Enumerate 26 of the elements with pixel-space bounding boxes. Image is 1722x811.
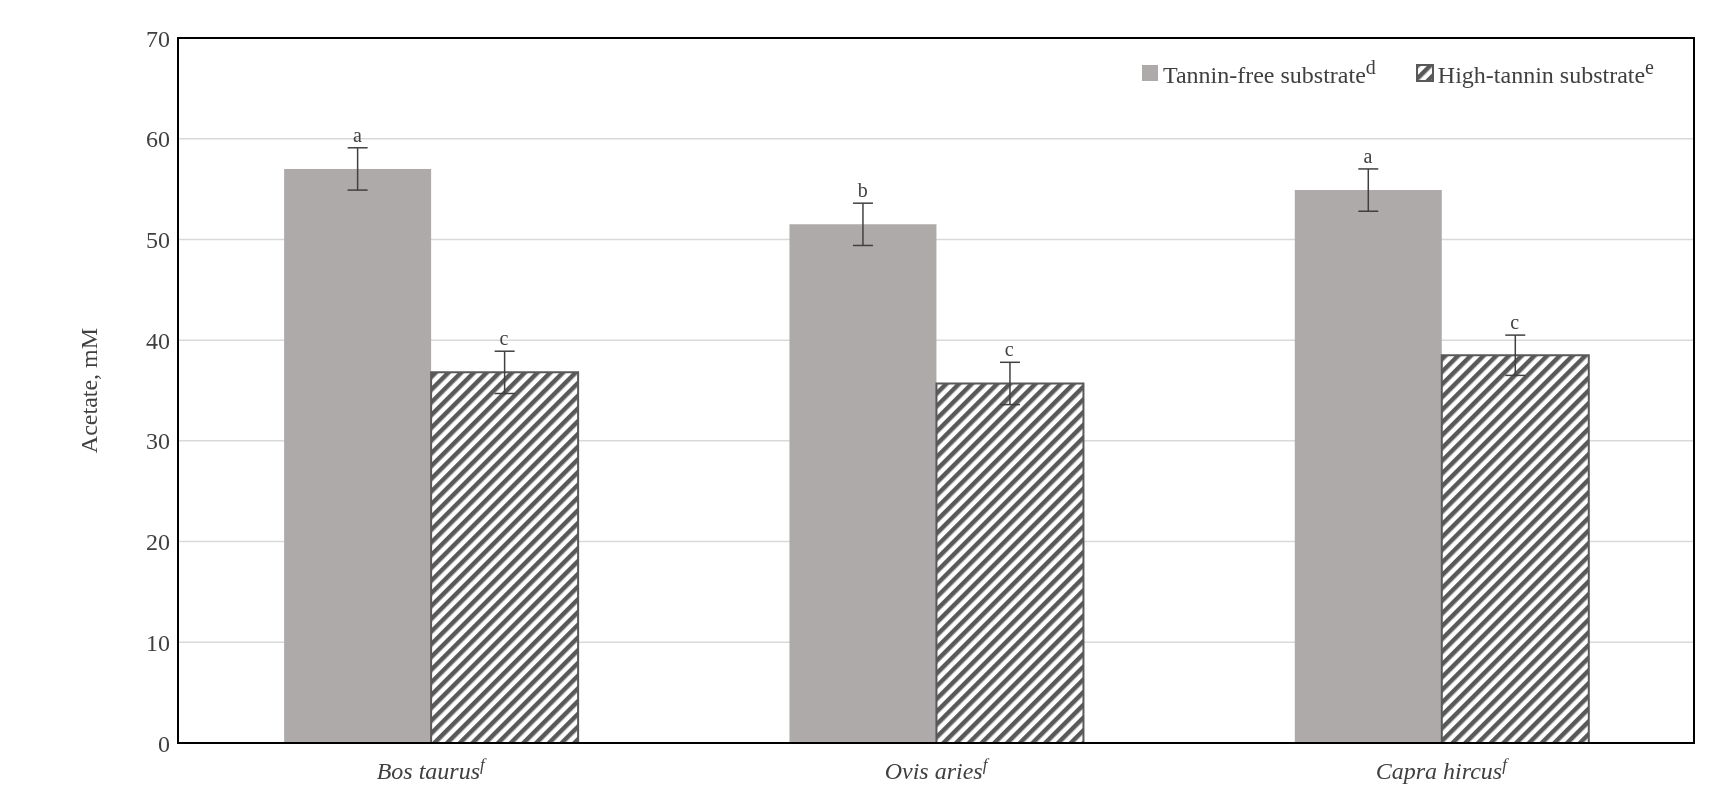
legend-label: Tannin-free substrate$^{d}$ <box>1162 56 1376 89</box>
y-tick-label: 20 <box>146 529 170 556</box>
bar <box>1294 190 1442 743</box>
x-tick-label: Bos taurus$^{f}$ <box>376 754 488 784</box>
bar <box>284 168 432 743</box>
data-label: a <box>1363 144 1373 167</box>
bar <box>789 224 937 743</box>
data-label: c <box>1004 338 1014 361</box>
data-label: c <box>1510 311 1520 334</box>
y-tick-label: 40 <box>146 327 170 354</box>
bar <box>430 371 580 743</box>
y-tick-label: 60 <box>146 126 170 153</box>
y-tick-label: 50 <box>146 226 170 253</box>
y-tick-label: 70 <box>146 25 170 52</box>
x-tick-label: Capra hircus$^{f}$ <box>1375 754 1510 784</box>
legend-label: High-tannin substrate$^{e}$ <box>1437 56 1654 89</box>
x-tick-label: Ovis aries$^{f}$ <box>884 754 990 784</box>
bar <box>1440 354 1590 743</box>
bar <box>935 382 1085 743</box>
y-axis-title: Acetate, mM <box>75 327 102 454</box>
data-label: c <box>499 327 509 350</box>
data-label: a <box>352 123 362 146</box>
y-tick-label: 10 <box>146 629 170 656</box>
y-tick-label: 0 <box>158 730 170 757</box>
y-tick-label: 30 <box>146 428 170 455</box>
data-label: b <box>857 179 868 202</box>
